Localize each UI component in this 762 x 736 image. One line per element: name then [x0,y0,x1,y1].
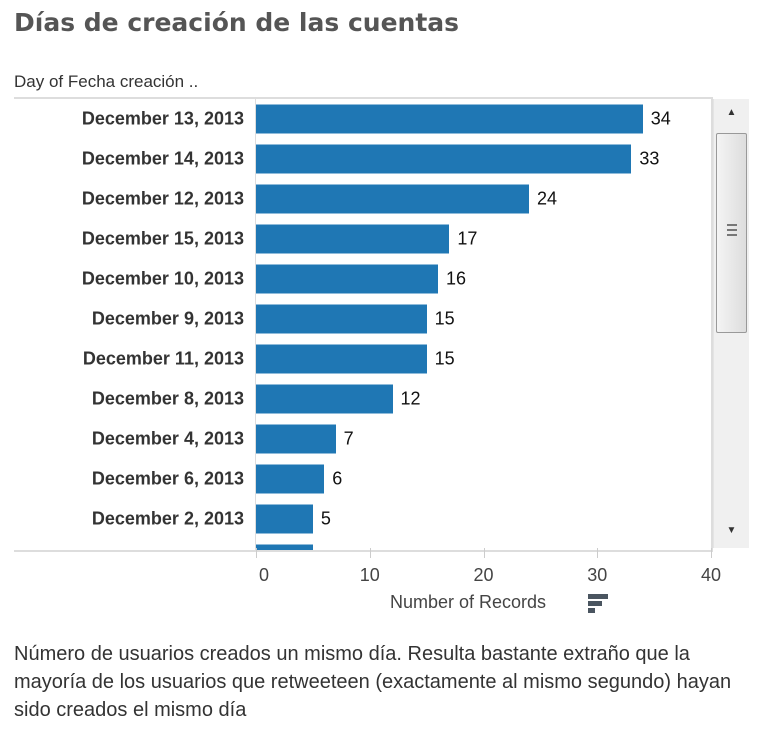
data-label: 16 [446,268,467,289]
x-tick-label: 30 [587,565,608,585]
scroll-up-icon[interactable]: ▲ [726,107,737,118]
bar[interactable] [256,464,325,494]
x-tick [369,548,371,558]
data-label: 7 [343,428,354,449]
data-label: 15 [434,308,455,329]
x-tick [256,548,257,558]
x-axis-title: Number of Records [390,592,547,612]
x-tick-label: 10 [359,565,380,585]
scroll-thumb[interactable] [716,133,747,333]
axis-zero-line [255,99,256,550]
category-label: December 15, 2013 [81,228,244,249]
bar[interactable] [256,424,336,454]
x-tick-label: 40 [700,565,722,585]
scroll-down-icon[interactable]: ▼ [726,525,737,536]
category-label: December 9, 2013 [91,308,244,329]
data-label: 17 [457,228,478,249]
data-label: 15 [434,348,455,369]
data-label: 12 [400,388,421,409]
x-tick [483,548,485,558]
bar[interactable] [256,264,438,294]
x-tick-label: 0 [258,565,270,585]
category-label: December 6, 2013 [91,468,244,489]
category-label: December 14, 2013 [81,148,244,169]
sort-descending-icon[interactable] [588,594,608,614]
category-label: December 10, 2013 [81,268,244,289]
data-label: 33 [639,148,660,169]
bar[interactable] [256,504,313,534]
category-label: December 13, 2013 [81,108,244,129]
bar[interactable] [256,184,529,214]
category-label: December 2, 2013 [91,508,244,529]
x-tick-label: 20 [473,565,494,585]
bar[interactable] [256,144,632,174]
category-label: December 12, 2013 [81,188,244,209]
bar[interactable] [256,344,427,374]
vertical-scrollbar[interactable]: ▲ ▼ [713,99,749,548]
bar[interactable] [256,304,427,334]
bar[interactable] [256,384,393,414]
data-label: 24 [537,188,558,209]
grip-icon [727,224,737,236]
category-label: December 11, 2013 [82,348,244,369]
data-label: 6 [332,468,343,489]
data-label: 5 [320,508,331,529]
category-label: December 8, 2013 [91,388,244,409]
plot-area: December 13, 2013 34 December 14, 2013 33 De… [14,97,713,552]
category-label: December 4, 2013 [91,428,244,449]
bar[interactable] [256,544,313,550]
x-tick [711,548,712,558]
data-label: 34 [650,108,671,129]
bar[interactable] [256,224,450,254]
row-header: Day of Fecha creación .. [14,72,199,91]
caption-text: Número de usuarios creados un mismo día.… [14,643,732,721]
x-tick [597,548,599,558]
bar[interactable] [256,104,643,134]
chart-title: Días de creación de las cuentas [14,8,460,37]
category-label: December 7, 2013 [92,549,244,551]
